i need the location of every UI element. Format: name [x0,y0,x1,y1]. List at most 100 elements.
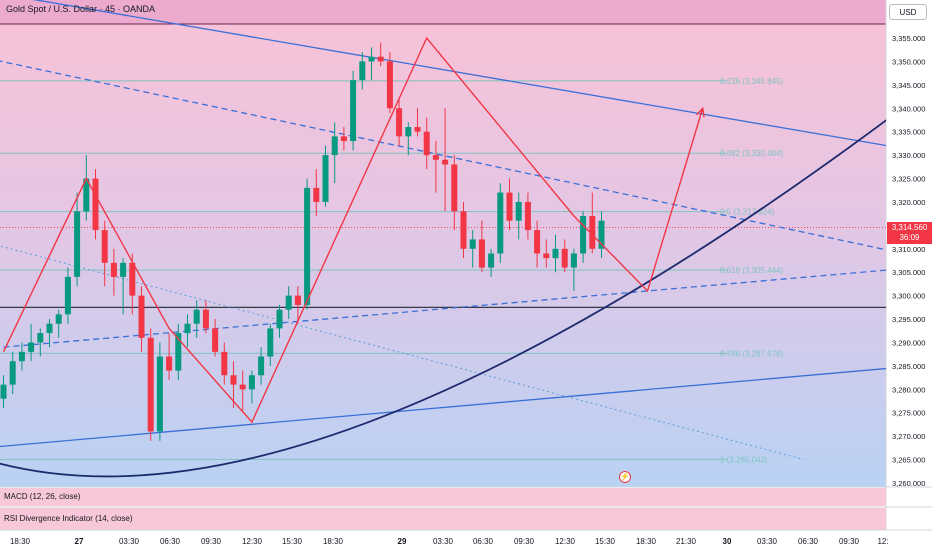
candle-body [589,216,596,249]
candle-body [156,356,163,432]
trendline [0,245,805,461]
price-tick-label: 3,275.000 [892,409,925,418]
candle-body [497,192,504,254]
fib-level-label: 0.786 (3,287.676) [720,349,783,358]
price-tick-label: 3,350.000 [892,57,925,66]
candle-body [230,375,237,385]
candle-body [340,136,347,142]
candle-body [294,295,301,305]
time-tick-label: 30 [723,537,732,546]
projection-arrowhead [696,106,705,118]
trendline [3,269,886,348]
candle-body [74,211,81,277]
candle-body [488,253,495,268]
current-price-value: 3,314.560 [891,223,928,232]
price-tick-label: 3,310.000 [892,245,925,254]
rsi-label[interactable]: RSI Divergence Indicator (14, close) [4,514,133,523]
fib-level-label: 0.618 (3,305.444) [720,266,783,275]
candle-body [92,178,99,231]
time-tick-label: 03:30 [433,537,454,546]
time-tick-label: 06:30 [160,537,181,546]
candle-body [28,342,35,352]
time-tick-label: 15:30 [595,537,616,546]
trendline [32,0,886,147]
time-tick-label: 12: [877,537,888,546]
macd-pane [0,488,886,506]
time-tick-label: 29 [398,537,407,546]
candle-body [442,159,449,165]
candle-body [451,164,458,212]
candle-body [110,262,117,277]
candle-body [524,201,531,231]
candle-body [580,216,587,254]
candle-body [46,323,53,334]
parabolic-curve [0,119,886,478]
time-tick-label: 03:30 [119,537,140,546]
rsi-pane [0,508,886,530]
time-tick-label: 09:30 [514,537,535,546]
time-tick-label: 12:30 [242,537,263,546]
candle-body [64,276,71,315]
bar-countdown: 36:09 [899,233,920,242]
price-tick-label: 3,260.000 [892,479,925,488]
symbol-title[interactable]: Gold Spot / U.S. Dollar · 45 · OANDA [6,4,156,14]
price-tick-label: 3,290.000 [892,338,925,347]
candle-body [405,127,412,137]
candle-body [212,328,219,352]
price-tick-label: 3,340.000 [892,104,925,113]
time-tick-label: 06:30 [473,537,494,546]
time-tick-label: 21:30 [676,537,697,546]
price-tick-label: 3,270.000 [892,432,925,441]
price-tick-label: 3,295.000 [892,315,925,324]
fib-level-label: 0.5 (3,317.924) [720,208,775,217]
zigzag-projection [2,36,704,424]
candle-body [414,127,421,132]
candle-body [248,375,255,390]
price-tick-label: 3,265.000 [892,456,925,465]
candle-body [193,309,200,324]
fib-level-label: 1 (3,265.043) [720,455,768,464]
candle-body [18,351,25,362]
time-tick-label: 18:30 [323,537,344,546]
fib-level-label: 0.382 (3,330.404) [720,149,783,158]
candle-body [129,262,136,296]
candle-body [166,356,173,371]
candle-body [9,361,16,385]
current-price-tag: 3,314.560 36:09 [887,222,932,244]
candle-body [331,136,338,156]
price-tick-label: 3,305.000 [892,268,925,277]
candle-body [239,384,246,390]
macd-label[interactable]: MACD (12, 26, close) [4,492,81,501]
lightning-icon[interactable]: ⚡ [619,471,631,483]
time-tick-label: 12:30 [555,537,576,546]
candle-body [313,187,320,202]
price-tick-label: 3,355.000 [892,34,925,43]
candle-body [0,384,7,399]
price-tick-label: 3,285.000 [892,362,925,371]
price-tick-label: 3,325.000 [892,175,925,184]
candle-body [276,309,283,329]
candle-body [515,201,522,221]
candle-body [37,333,44,343]
price-tick-label: 3,320.000 [892,198,925,207]
candle-body [552,248,559,259]
candle-body [561,248,568,268]
time-tick-label: 18:30 [636,537,657,546]
price-tick-label: 3,300.000 [892,292,925,301]
candle-body [359,61,366,81]
candle-body [304,187,311,305]
price-tick-label: 3,345.000 [892,81,925,90]
candle-body [267,328,274,357]
candle-body [423,131,430,156]
candle-body [138,295,145,338]
candle-body [55,314,62,324]
candle-body [285,295,292,310]
candle-body [598,220,605,249]
candle-body [101,230,108,263]
currency-button[interactable]: USD [889,4,927,20]
time-tick-label: 15:30 [282,537,303,546]
trendline [0,60,886,251]
candle-body [432,155,439,160]
candle-body [478,239,485,268]
